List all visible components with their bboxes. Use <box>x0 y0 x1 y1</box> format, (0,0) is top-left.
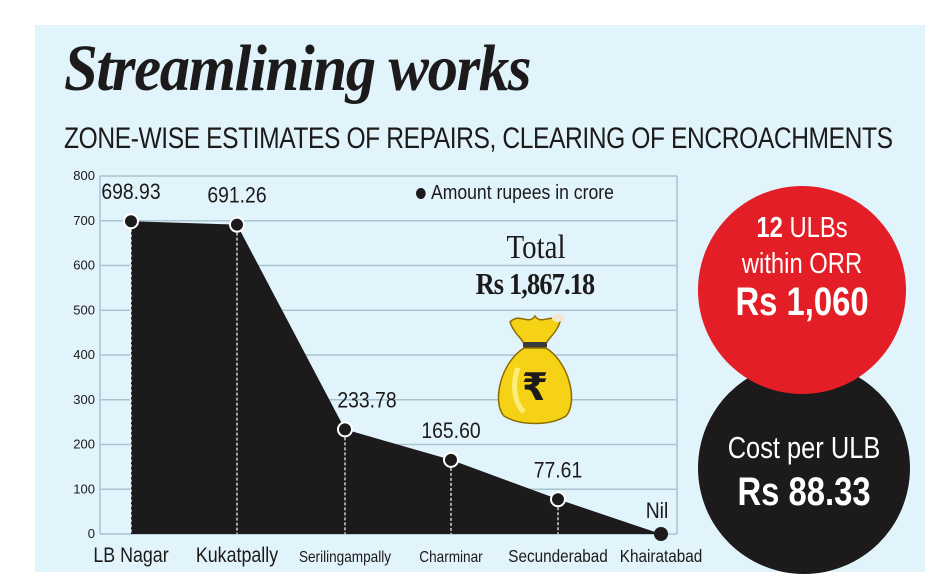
y-tick-label: 0 <box>88 526 95 541</box>
area-series <box>131 221 661 534</box>
value-label: 233.78 <box>337 388 396 412</box>
total-label: Total <box>506 229 566 266</box>
data-point <box>550 491 566 508</box>
cost-per-ulb-circle: Cost per ULB Rs 88.33 <box>698 362 910 574</box>
y-tick-label: 200 <box>73 437 95 452</box>
within-orr-label: within ORR <box>741 248 863 280</box>
orr-amount: Rs 1,060 <box>735 280 869 324</box>
y-tick-label: 300 <box>73 392 95 407</box>
value-labels: 698.93 691.26 233.78 165.60 77.61 Nil <box>101 180 668 523</box>
y-tick-label: 600 <box>73 258 95 273</box>
y-tick-label: 100 <box>73 481 95 496</box>
data-point <box>443 451 459 468</box>
x-tick-label: Khairatabad <box>620 546 702 566</box>
x-tick-label: Kukatpally <box>196 544 279 568</box>
value-label: 165.60 <box>421 419 480 443</box>
chart-subtitle: ZONE-WISE ESTIMATES OF REPAIRS, CLEARING… <box>64 122 893 155</box>
legend-label: Amount rupees in crore <box>430 182 614 204</box>
y-axis-ticks: 0 100 200 300 400 500 600 700 800 <box>73 168 95 541</box>
value-label: Nil <box>646 499 669 523</box>
x-axis-labels: LB Nagar Kukatpally Serilingampally Charmin… <box>93 544 702 568</box>
legend-dot-icon <box>416 188 426 199</box>
total-value: Rs 1,867.18 <box>475 266 596 301</box>
ulb-count-suffix: ULBs <box>782 212 848 244</box>
cost-per-ulb-amount: Rs 88.33 <box>737 470 871 514</box>
rupee-money-bag-icon: ₹ <box>497 314 573 425</box>
data-point <box>337 421 353 438</box>
cost-per-ulb-label: Cost per ULB <box>727 430 881 465</box>
value-label: 77.61 <box>534 458 582 482</box>
svg-text:₹: ₹ <box>522 365 548 409</box>
data-point <box>123 213 139 230</box>
data-point <box>654 527 668 541</box>
y-tick-label: 500 <box>73 302 95 317</box>
data-point <box>229 216 245 233</box>
ulb-count-line: 12 ULBs <box>717 212 888 245</box>
value-label: 691.26 <box>207 184 266 208</box>
chart-legend: Amount rupees in crore <box>416 182 614 205</box>
page-title: Streamlining works <box>64 32 532 105</box>
y-tick-label: 700 <box>73 213 95 228</box>
x-tick-label: Serilingampally <box>299 549 392 566</box>
x-tick-label: Charminar <box>419 549 482 566</box>
data-points <box>123 213 668 541</box>
x-tick-label: Secunderabad <box>508 546 607 566</box>
y-tick-label: 800 <box>73 168 95 183</box>
y-tick-label: 400 <box>73 347 95 362</box>
ulbs-within-orr-circle: 12 ULBs within ORR Rs 1,060 <box>698 186 906 394</box>
value-label: 698.93 <box>101 180 160 204</box>
x-tick-label: LB Nagar <box>93 544 169 568</box>
drop-lines <box>130 229 559 534</box>
ulb-count: 12 <box>756 212 783 244</box>
